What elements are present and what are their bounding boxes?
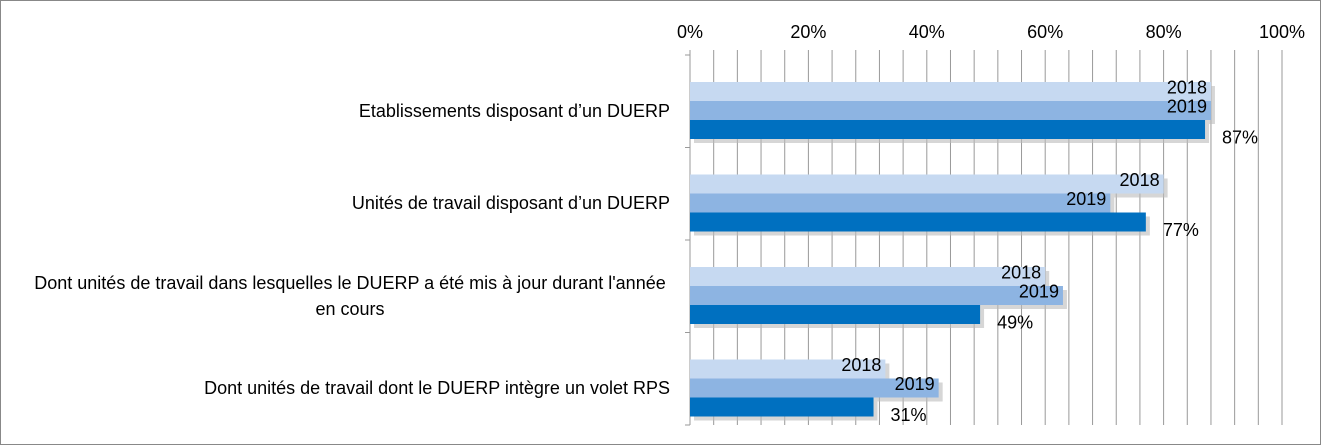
series-label: 2019 bbox=[1019, 281, 1059, 301]
category-label: Unités de travail disposant d’un DUERP bbox=[351, 193, 670, 213]
bar bbox=[690, 212, 1146, 232]
bar bbox=[690, 82, 1211, 101]
series-label: 2018 bbox=[1167, 77, 1207, 97]
value-label: 31% bbox=[891, 405, 927, 425]
series-label: 2019 bbox=[1066, 189, 1106, 209]
category-label: Dont unités de travail dont le DUERP int… bbox=[204, 378, 670, 398]
x-tick-label: 80% bbox=[1146, 22, 1182, 42]
x-tick-label: 0% bbox=[677, 22, 703, 42]
x-tick-label: 60% bbox=[1027, 22, 1063, 42]
bar bbox=[690, 267, 1046, 286]
value-label: 77% bbox=[1163, 220, 1199, 240]
bar bbox=[690, 305, 981, 324]
series-label: 2018 bbox=[1001, 262, 1041, 282]
bar bbox=[690, 101, 1211, 120]
x-tick-label: 100% bbox=[1259, 22, 1305, 42]
series-label: 2018 bbox=[1120, 170, 1160, 190]
series-label: 2018 bbox=[841, 355, 881, 375]
bar bbox=[690, 397, 874, 417]
category-label: Dont unités de travail dans lesquelles l… bbox=[34, 272, 666, 319]
bar bbox=[690, 174, 1164, 194]
bar bbox=[690, 286, 1063, 305]
bar bbox=[690, 120, 1206, 139]
x-tick-label: 40% bbox=[909, 22, 945, 42]
bar bbox=[690, 193, 1111, 213]
series-label: 2019 bbox=[1167, 96, 1207, 116]
category-label: Etablissements disposant d’un DUERP bbox=[358, 100, 670, 121]
value-label: 49% bbox=[997, 312, 1033, 332]
x-tick-label: 20% bbox=[790, 22, 826, 42]
value-label: 87% bbox=[1222, 127, 1258, 147]
bar bbox=[690, 359, 886, 379]
bar bbox=[690, 378, 939, 398]
series-label: 2019 bbox=[895, 374, 935, 394]
